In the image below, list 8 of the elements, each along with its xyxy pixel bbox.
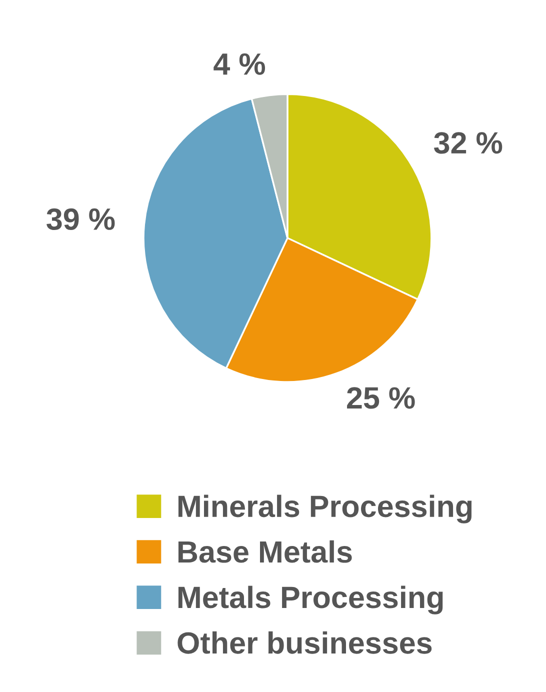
data-label: 32 % xyxy=(434,132,502,154)
legend-label: Minerals Processing xyxy=(178,494,472,524)
legend-label: Base Metals xyxy=(178,540,352,563)
legend-label: Metals Processing xyxy=(178,586,443,614)
data-label: 25 % xyxy=(347,387,415,409)
legend-label: Other businesses xyxy=(178,631,432,654)
data-label: 39 % xyxy=(46,208,115,230)
data-label: 4 % xyxy=(214,53,266,75)
